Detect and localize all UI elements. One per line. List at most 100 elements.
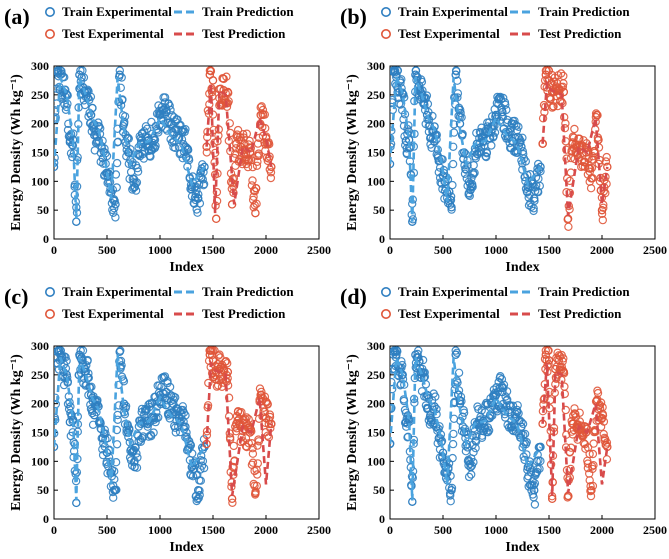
test-experimental-point <box>575 417 584 426</box>
train-experimental-point <box>418 355 428 365</box>
train-experimental-point <box>453 89 463 98</box>
train-experimental-point <box>393 347 402 356</box>
x-tick-label: 0 <box>387 243 393 257</box>
train-experimental-point <box>132 449 141 458</box>
legend-entry-3: Train Prediction <box>174 284 294 299</box>
test-experimental-point <box>562 154 571 163</box>
train-experimental-point <box>147 117 156 127</box>
train-experimental-point <box>165 382 175 392</box>
train-experimental-point <box>469 457 478 467</box>
train-experimental-point <box>502 387 512 396</box>
legend-marker <box>44 308 55 319</box>
train-experimental-point <box>508 425 517 435</box>
train-experimental-point <box>178 402 187 411</box>
train-experimental-point <box>142 124 152 134</box>
test-experimental-point <box>579 438 588 448</box>
x-tick-label: 1000 <box>484 523 508 537</box>
test-experimental-point <box>558 82 568 92</box>
train-experimental-point <box>109 208 118 217</box>
train-experimental-point <box>140 407 150 416</box>
legend-marker <box>380 308 391 319</box>
train-experimental-point <box>520 455 529 465</box>
test-experimental-point <box>229 441 238 451</box>
train-experimental-point <box>61 352 70 362</box>
test-experimental-point <box>588 173 597 183</box>
train-experimental-point <box>181 422 190 431</box>
test-experimental-point <box>603 162 612 172</box>
test-experimental-point <box>559 79 568 88</box>
test-prediction-line <box>541 79 609 217</box>
train-experimental-point <box>170 143 180 153</box>
test-experimental-point <box>210 148 220 158</box>
train-experimental-point <box>194 190 203 199</box>
test-experimental-point <box>564 222 573 231</box>
legend-entry-4: Test Prediction <box>510 26 622 41</box>
test-experimental-point <box>260 392 270 401</box>
train-experimental-point <box>431 392 440 401</box>
x-tick-label: 1500 <box>201 243 225 257</box>
x-tick-label: 2000 <box>590 523 614 537</box>
x-tick-label: 1500 <box>537 523 561 537</box>
test-experimental-point <box>202 148 211 157</box>
test-experimental-point <box>561 405 570 415</box>
train-experimental-point <box>432 409 441 419</box>
legend-marker <box>380 287 391 297</box>
legend-label: Test Prediction <box>202 26 286 41</box>
test-experimental-point <box>597 209 607 218</box>
legend-label: Train Experimental <box>62 284 172 299</box>
y-tick-label: 0 <box>43 512 49 526</box>
train-experimental-point <box>116 346 125 355</box>
y-tick-label: 250 <box>31 88 49 102</box>
x-tick-label: 0 <box>387 523 393 537</box>
train-experimental-point <box>101 429 110 438</box>
train-experimental-point <box>165 101 174 110</box>
train-experimental-point <box>518 419 528 429</box>
test-experimental-point <box>249 192 258 201</box>
test-experimental-point <box>581 428 591 437</box>
train-experimental-point <box>530 500 540 509</box>
legend-label: Train Experimental <box>398 284 508 299</box>
train-experimental-point <box>513 401 522 410</box>
test-experimental-point <box>253 470 262 479</box>
y-tick-label: 300 <box>31 59 49 73</box>
train-experimental-point <box>483 427 493 437</box>
train-experimental-point <box>403 419 412 428</box>
y-tick-label: 250 <box>367 368 385 382</box>
train-experimental-point <box>132 463 142 472</box>
test-experimental-point <box>540 394 549 403</box>
legend-label: Test Prediction <box>538 306 622 321</box>
train-experimental-point <box>181 411 190 420</box>
train-experimental-point <box>529 206 538 216</box>
test-experimental-point <box>587 485 596 495</box>
train-experimental-point <box>138 432 148 441</box>
test-experimental-point <box>251 208 260 218</box>
y-tick-label: 0 <box>379 232 385 246</box>
legend-marker <box>380 7 391 17</box>
train-experimental-point <box>60 352 69 361</box>
y-axis-label: Energy Density (Wh kg⁻¹) <box>9 354 24 511</box>
train-experimental-point <box>467 179 477 189</box>
y-tick-label: 200 <box>31 397 49 411</box>
test-experimental-point <box>559 112 569 122</box>
train-experimental-point <box>464 472 474 482</box>
test-experimental-point <box>593 110 602 120</box>
test-experimental-point <box>566 443 576 452</box>
train-experimental-point <box>157 382 166 392</box>
x-tick-label: 1500 <box>201 523 225 537</box>
train-experimental-point <box>199 463 209 473</box>
test-experimental-point <box>214 351 223 360</box>
test-experimental-point <box>570 404 579 413</box>
test-prediction-line <box>205 83 273 214</box>
test-experimental-point <box>556 69 566 78</box>
train-experimental-point <box>111 213 120 222</box>
test-experimental-point <box>238 129 248 139</box>
train-experimental-point <box>112 183 121 192</box>
train-experimental-point <box>424 127 434 136</box>
test-experimental-point <box>599 203 608 212</box>
legend-entry-2: Test Experimental <box>44 26 164 41</box>
test-experimental-point <box>602 179 611 189</box>
test-experimental-point <box>588 481 598 491</box>
legend-entry-1: Train Experimental <box>44 284 172 299</box>
test-experimental-point <box>246 147 255 156</box>
train-experimental-point <box>518 133 527 142</box>
